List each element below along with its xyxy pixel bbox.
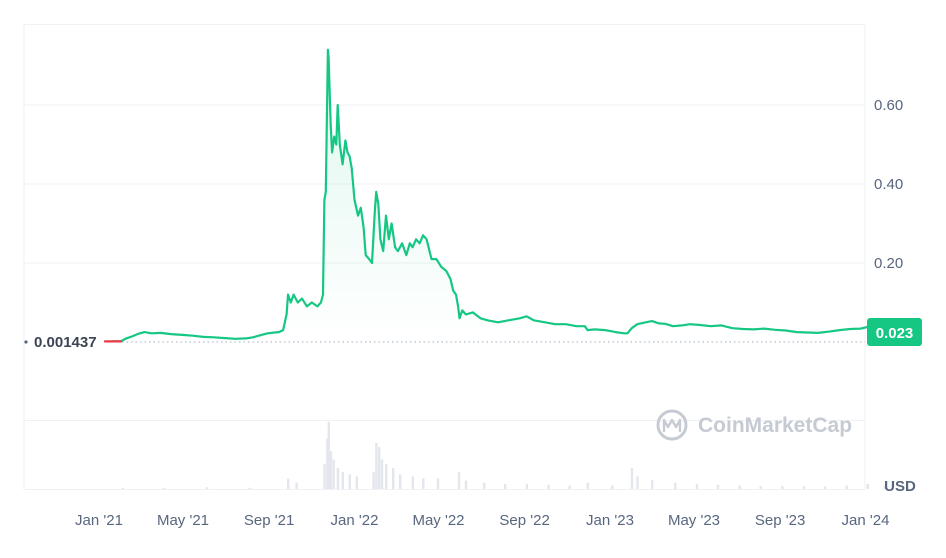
volume-bar bbox=[611, 485, 614, 489]
volume-bar bbox=[163, 487, 166, 489]
volume-bar bbox=[781, 486, 784, 489]
y-axis-ticks: 0.20 0.40 0.60 bbox=[874, 97, 903, 272]
volume-bar bbox=[348, 474, 351, 489]
volume-bar bbox=[385, 463, 388, 489]
currency-unit-label: USD bbox=[884, 478, 916, 495]
x-tick-label: Jan '24 bbox=[842, 512, 890, 529]
volume-bar bbox=[336, 468, 340, 489]
x-tick-label: May '23 bbox=[668, 512, 720, 529]
x-tick-label: Sep '22 bbox=[499, 512, 549, 529]
volume-bar bbox=[121, 487, 125, 489]
volume-bar bbox=[399, 474, 402, 489]
coinmarketcap-watermark: CoinMarketCap bbox=[656, 409, 852, 441]
x-tick-label: Sep '21 bbox=[244, 512, 294, 529]
current-price-label: 0.023 bbox=[876, 325, 914, 342]
volume-bar bbox=[329, 451, 333, 489]
y-tick-label: 0.20 bbox=[874, 255, 903, 272]
y-tick-label: 0.60 bbox=[874, 97, 903, 114]
x-tick-label: Sep '23 bbox=[755, 512, 805, 529]
x-tick-label: Jan '21 bbox=[75, 512, 123, 529]
grid-lines bbox=[24, 104, 865, 264]
volume-bar bbox=[636, 476, 639, 489]
x-tick-label: May '22 bbox=[412, 512, 464, 529]
volume-bar bbox=[630, 468, 634, 489]
volume-bar bbox=[586, 482, 589, 489]
x-tick-label: Jan '23 bbox=[586, 512, 634, 529]
coinmarketcap-logo-icon bbox=[656, 409, 688, 441]
volume-bar bbox=[205, 487, 209, 489]
price-area-fill bbox=[113, 49, 886, 342]
volume-bar bbox=[651, 479, 654, 489]
volume-bar bbox=[341, 472, 344, 489]
x-tick-label: Jan '22 bbox=[331, 512, 379, 529]
volume-bar bbox=[327, 421, 330, 489]
volume-bar bbox=[392, 468, 395, 489]
volume-bar bbox=[372, 472, 375, 489]
volume-bar bbox=[332, 459, 335, 489]
plot-frame bbox=[23, 24, 866, 490]
volume-bar bbox=[823, 486, 827, 489]
volume-bar bbox=[866, 483, 869, 489]
volume-bar bbox=[436, 478, 440, 489]
volume-bar bbox=[759, 486, 762, 489]
volume-bar bbox=[674, 482, 677, 489]
watermark-text: CoinMarketCap bbox=[698, 414, 852, 437]
volume-bar bbox=[295, 482, 298, 489]
volume-bar bbox=[883, 485, 886, 489]
volume-bar bbox=[504, 483, 507, 489]
x-tick-label: May '21 bbox=[157, 512, 209, 529]
volume-bar bbox=[483, 482, 486, 489]
volume-bar bbox=[464, 480, 468, 489]
price-line[interactable] bbox=[111, 48, 887, 343]
start-value-label: 0.001437 bbox=[34, 334, 97, 351]
volume-bar bbox=[422, 478, 425, 489]
volume-bar bbox=[248, 487, 251, 489]
volume-bar bbox=[355, 476, 358, 489]
volume-bar bbox=[547, 484, 550, 489]
volume-bar bbox=[525, 483, 529, 489]
current-price-badge[interactable]: 0.023 bbox=[867, 318, 922, 346]
volume-bar bbox=[287, 478, 290, 489]
volume-bar bbox=[568, 485, 571, 489]
start-value-dot bbox=[24, 340, 28, 344]
volume-bar bbox=[802, 486, 806, 489]
volume-bar bbox=[375, 442, 378, 489]
volume-bar bbox=[378, 447, 381, 489]
volume-bar bbox=[716, 484, 720, 489]
volume-bar bbox=[845, 485, 848, 489]
volume-bar bbox=[738, 485, 741, 489]
volume-bar bbox=[326, 438, 329, 489]
volume-bar bbox=[411, 476, 414, 489]
volume-bars bbox=[121, 421, 886, 489]
volume-bar bbox=[695, 483, 699, 489]
x-axis-ticks: Jan '21 May '21 Sep '21 Jan '22 May '22 Sep '… bbox=[75, 512, 889, 529]
volume-bar bbox=[457, 472, 461, 489]
volume-bar bbox=[380, 459, 384, 489]
volume-bar bbox=[323, 463, 326, 489]
y-tick-label: 0.40 bbox=[874, 176, 903, 193]
